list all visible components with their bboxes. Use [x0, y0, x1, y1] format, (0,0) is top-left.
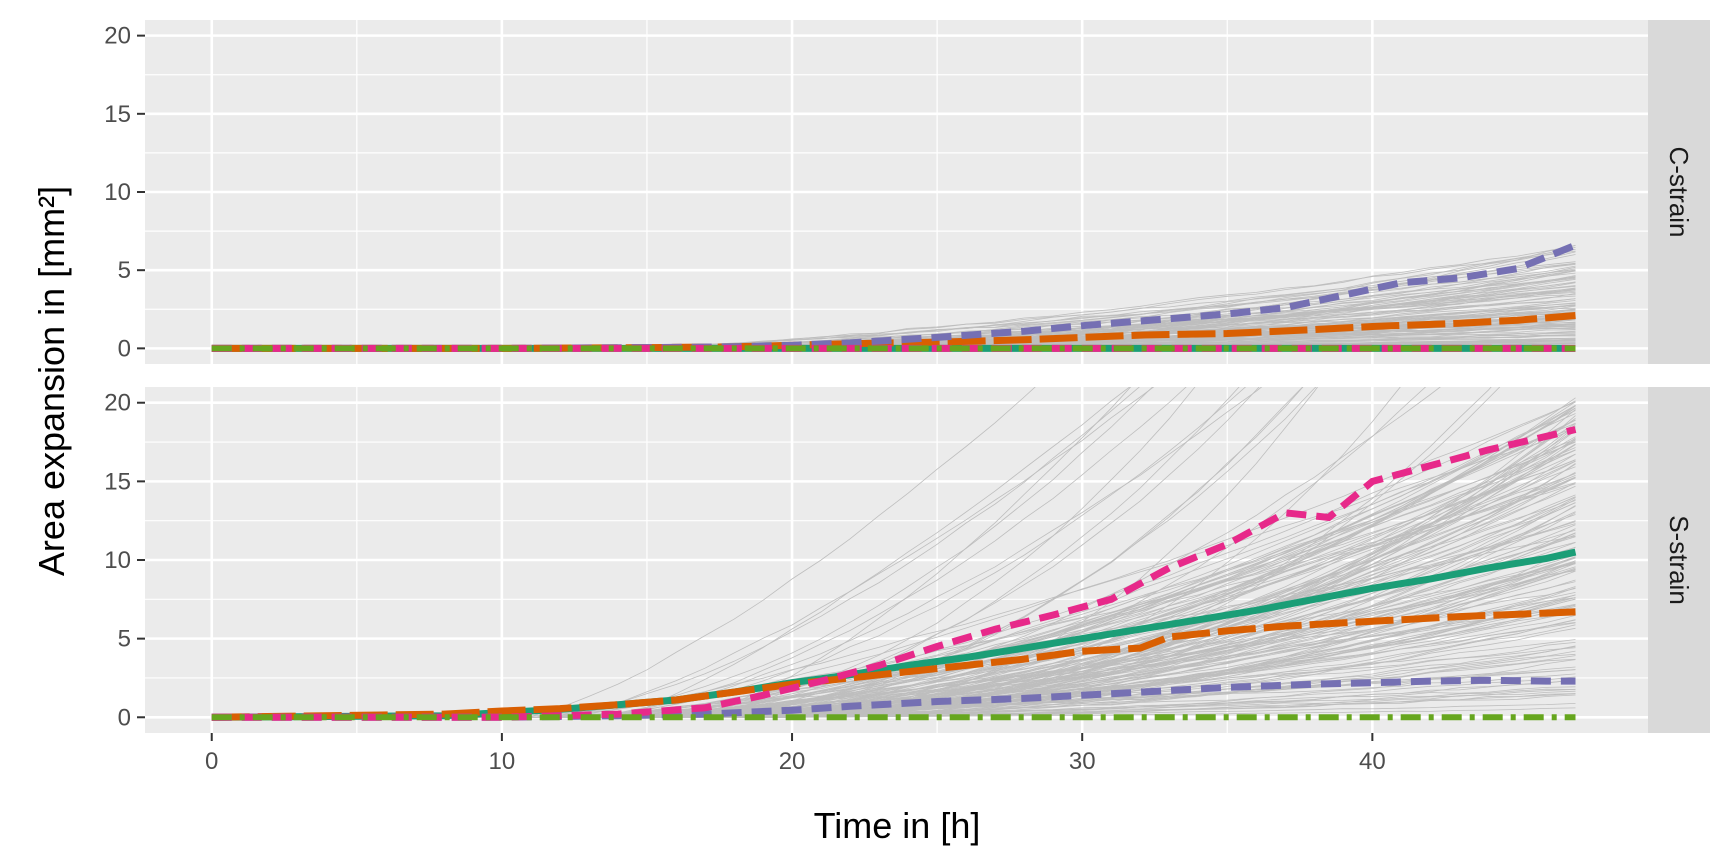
- highlight-series: [211, 426, 1577, 721]
- y-axis-title: Area expansion in [mm²]: [31, 186, 72, 576]
- y-tick-label: 0: [118, 335, 131, 362]
- strip-background: [1648, 387, 1710, 733]
- y-tick-label: 5: [118, 257, 131, 284]
- x-tick-label: 40: [1359, 748, 1386, 775]
- panel-s-strain: 0 5 10 15 20 S-strain: [104, 387, 1710, 733]
- x-tick-label: 0: [205, 748, 218, 775]
- panel-c-strain: 0 5 10 15 20 C-strain: [104, 20, 1710, 364]
- x-axis-title: Time in [h]: [814, 805, 981, 846]
- strip-background: [1648, 20, 1710, 364]
- series-line-orange-long-dash: [211, 312, 1576, 352]
- series-line-orange-long-dash: [211, 608, 1576, 721]
- x-tick-label: 10: [489, 748, 516, 775]
- y-tick-label: 15: [104, 101, 131, 128]
- y-tick-label: 10: [104, 547, 131, 574]
- strip-label: S-strain: [1664, 515, 1694, 605]
- strip-label: C-strain: [1664, 146, 1694, 237]
- y-tick-label: 15: [104, 468, 131, 495]
- y-tick-label: 20: [104, 23, 131, 50]
- highlight-series: [211, 241, 1577, 352]
- y-tick-label: 5: [118, 626, 131, 653]
- y-tick-label: 0: [118, 704, 131, 731]
- y-tick-label: 20: [104, 390, 131, 417]
- x-tick-label: 30: [1069, 748, 1096, 775]
- x-tick-label: 20: [779, 748, 806, 775]
- series-line-pink-dashed: [211, 426, 1577, 721]
- y-tick-label: 10: [104, 179, 131, 206]
